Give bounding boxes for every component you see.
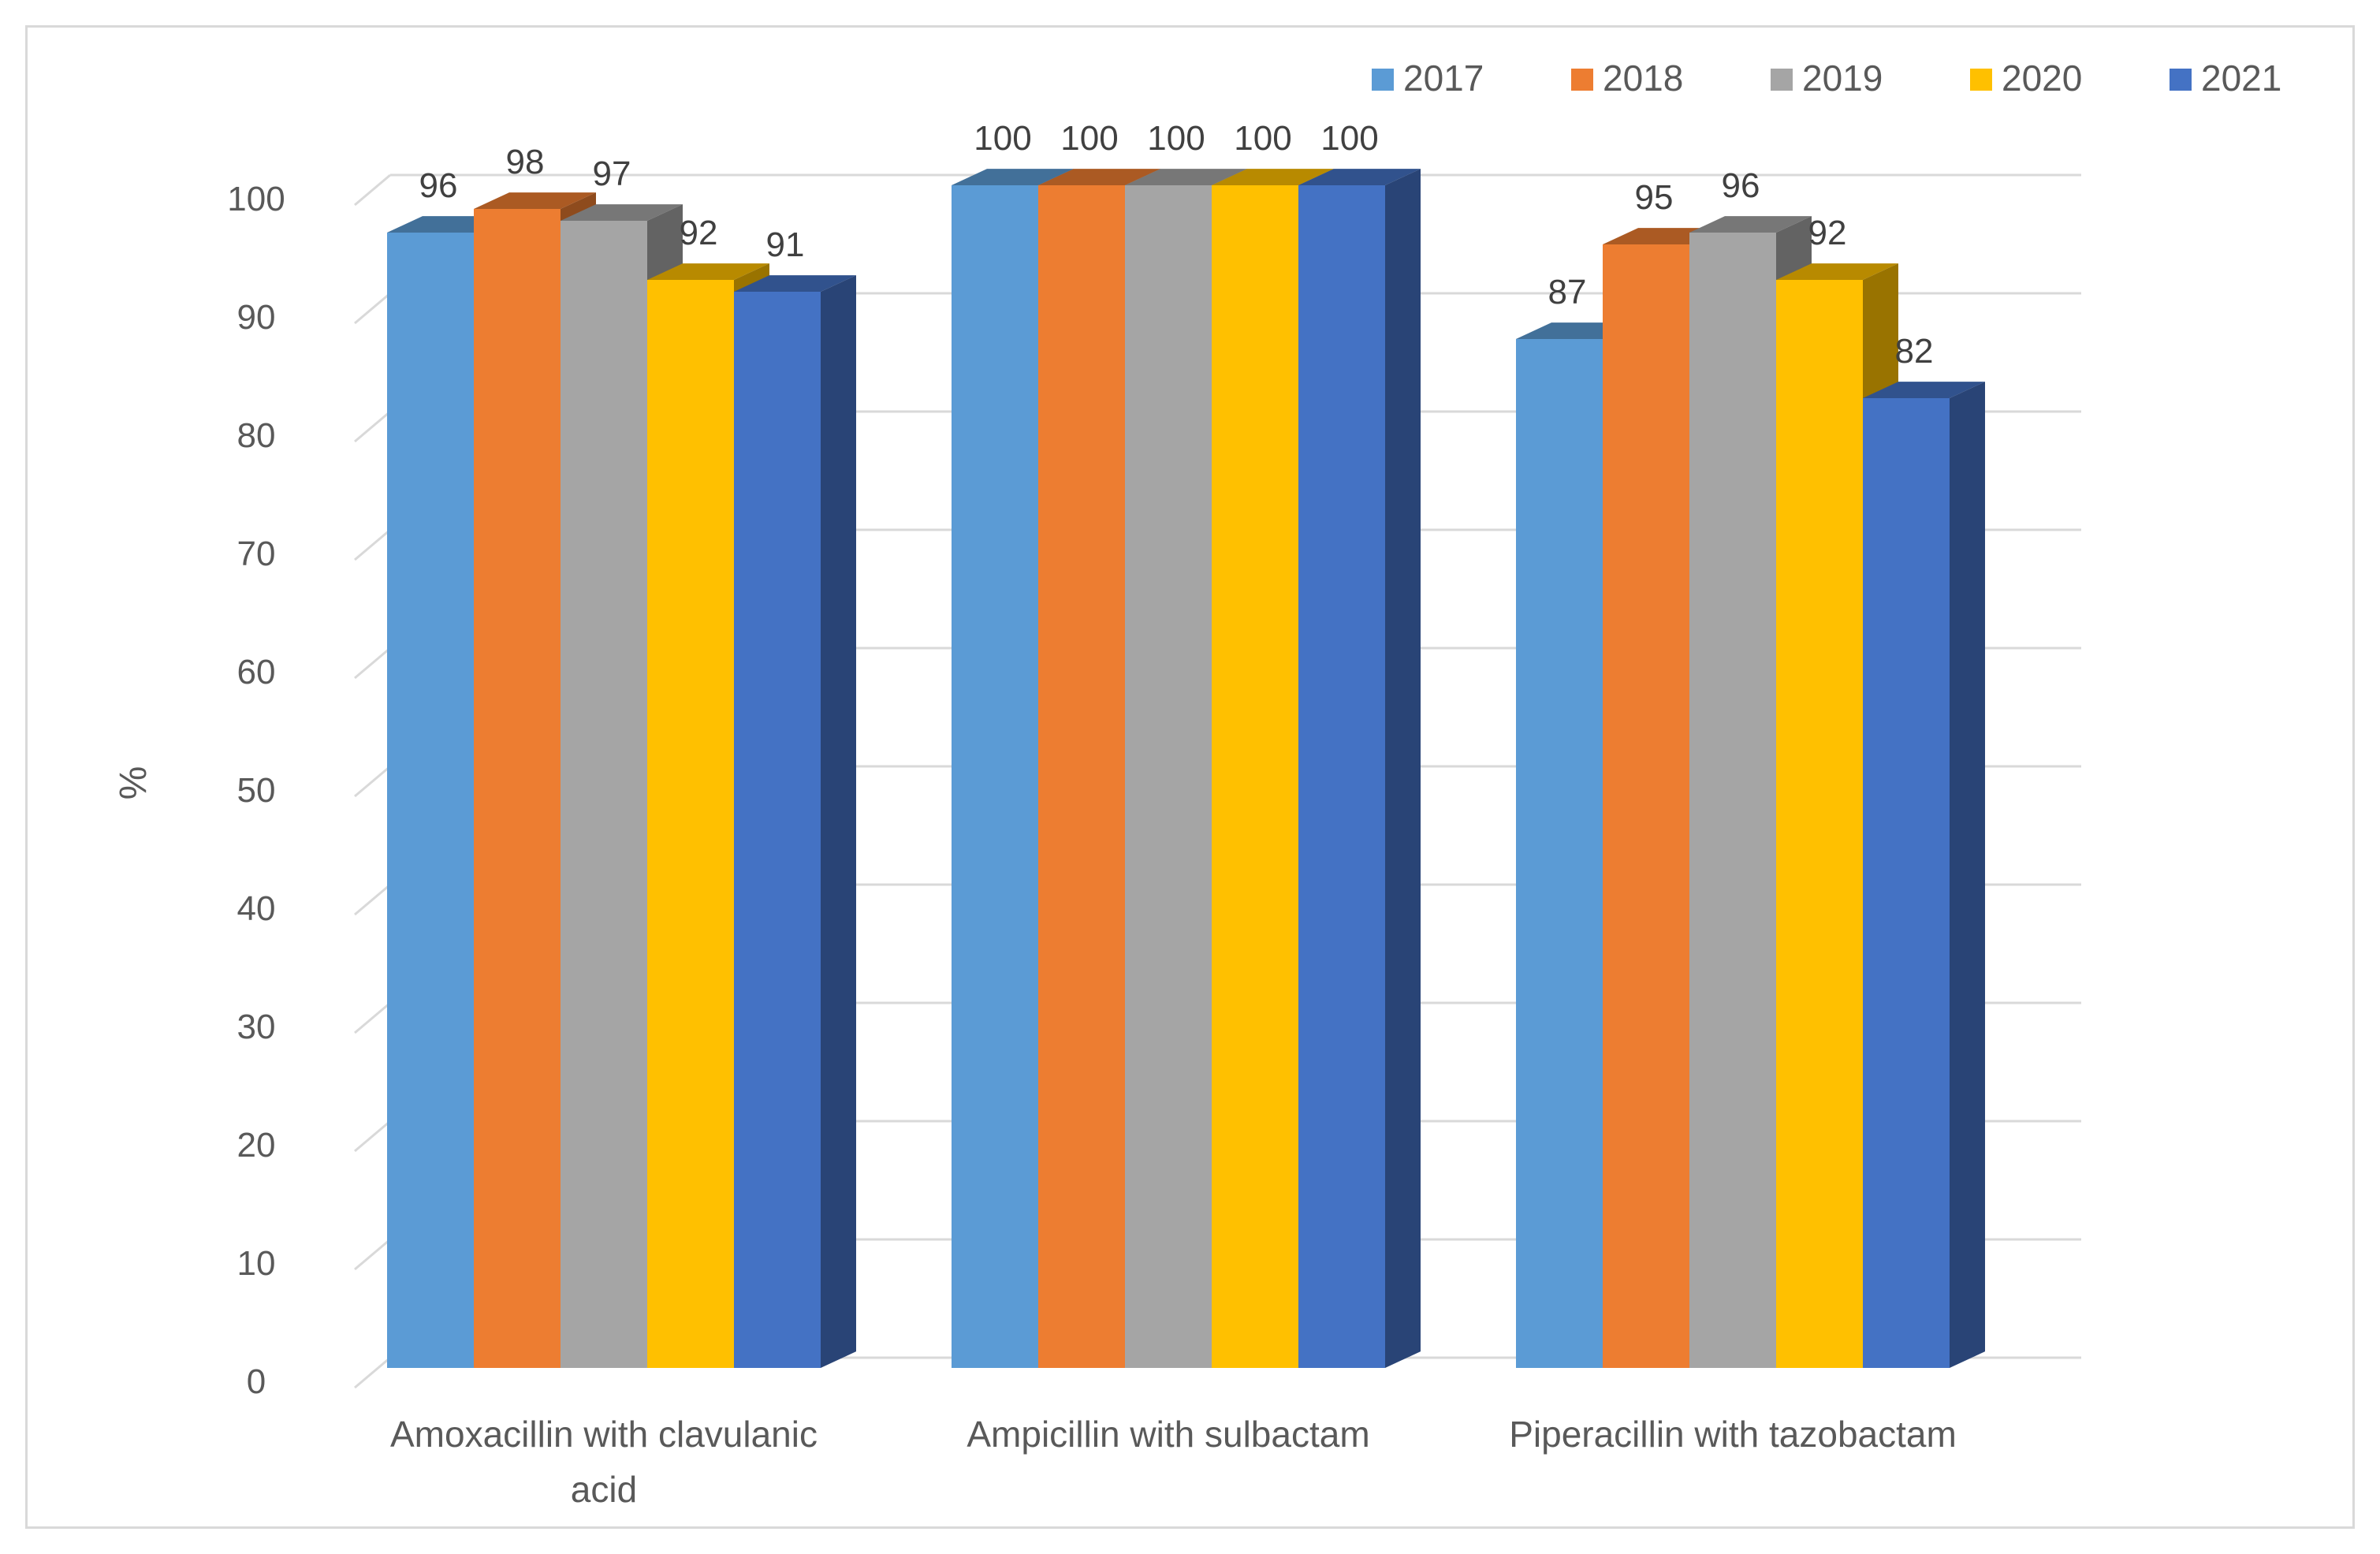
bar-side (1950, 382, 1985, 1369)
y-axis-title: % (113, 766, 155, 800)
bar (734, 275, 856, 1369)
gridline-depth (354, 410, 391, 443)
bar-front (1603, 244, 1689, 1368)
data-label: 97 (593, 155, 631, 193)
data-label: 91 (766, 225, 805, 264)
data-label: 95 (1635, 178, 1674, 217)
legend-swatch (1970, 69, 1992, 91)
y-tick-label: 40 (237, 889, 276, 928)
bar-top (1298, 169, 1421, 185)
legend-label: 2018 (1603, 58, 1683, 99)
data-label: 100 (1234, 119, 1291, 158)
category-label: Ampicillin with sulbactam (967, 1414, 1369, 1455)
gridline-depth (354, 1001, 391, 1034)
data-label: 96 (1722, 166, 1760, 205)
bar-top (647, 263, 769, 280)
y-tick-label: 10 (237, 1244, 276, 1283)
bar-chart: 0 10 20 30 40 50 60 70 80 90 100 96 98 97 92 91 100 100 1… (113, 58, 2281, 1510)
bar-top (1125, 169, 1247, 185)
bar-top (1212, 169, 1334, 185)
gridline-depth (354, 1120, 391, 1153)
gridline-depth (354, 765, 391, 798)
legend-entry: 2019 (1771, 58, 1883, 99)
data-label: 98 (506, 143, 545, 181)
y-tick-label: 30 (237, 1008, 276, 1046)
legend: 2017 2018 2019 2020 2021 (1372, 58, 2281, 99)
data-label: 92 (680, 214, 718, 252)
x-axis-categories: Amoxacillin with clavulanic acid Ampicilli… (390, 1414, 1957, 1510)
bar-front (734, 292, 821, 1368)
gridline-depth (354, 883, 391, 916)
legend-entry: 2021 (2170, 58, 2281, 99)
bar-series (387, 169, 1985, 1369)
bar-front (1212, 185, 1298, 1368)
legend-swatch (2170, 69, 2192, 91)
bar-front (1125, 185, 1212, 1368)
bar-top (1038, 169, 1160, 185)
data-label: 100 (974, 119, 1031, 158)
legend-label: 2020 (2002, 58, 2082, 99)
bar-front (1776, 280, 1863, 1368)
legend-label: 2017 (1403, 58, 1484, 99)
legend-label: 2021 (2201, 58, 2281, 99)
y-tick-label: 50 (237, 771, 276, 810)
chart-frame: 0 10 20 30 40 50 60 70 80 90 100 96 98 97 92 91 100 100 1… (25, 25, 2355, 1529)
data-labels: 96 98 97 92 91 100 100 100 100 100 87 95 96 92 82 (419, 119, 1934, 371)
legend-swatch (1372, 69, 1394, 91)
gridline-depth (354, 1356, 391, 1389)
bar-top (474, 192, 596, 209)
bar-front (1038, 185, 1125, 1368)
data-label: 87 (1548, 273, 1587, 311)
y-tick-label: 60 (237, 653, 276, 691)
data-label: 96 (419, 166, 458, 205)
bar-top (1689, 216, 1812, 233)
bar-front (647, 280, 734, 1368)
y-tick-label: 100 (227, 180, 285, 218)
bar-front (561, 221, 647, 1368)
legend-entry: 2018 (1571, 58, 1683, 99)
data-label: 82 (1895, 332, 1934, 371)
legend-label: 2019 (1802, 58, 1883, 99)
data-label: 100 (1320, 119, 1378, 158)
bar-front (952, 185, 1038, 1368)
bar (1298, 169, 1421, 1369)
data-label: 92 (1808, 214, 1847, 252)
bar-top (1776, 263, 1898, 280)
y-tick-label: 20 (237, 1126, 276, 1165)
y-tick-label: 0 (247, 1362, 266, 1401)
category-label: Amoxacillin with clavulanic (390, 1414, 818, 1455)
legend-swatch (1571, 69, 1593, 91)
category-label: acid (571, 1469, 637, 1510)
bar-front (1689, 233, 1776, 1368)
data-label: 100 (1147, 119, 1205, 158)
bar-front (387, 233, 474, 1368)
data-label: 100 (1060, 119, 1118, 158)
legend-entry: 2020 (1970, 58, 2082, 99)
gridline-depth (354, 1238, 391, 1271)
gridline-depth (354, 528, 391, 561)
bar-front (1863, 398, 1950, 1368)
y-tick-label: 90 (237, 298, 276, 337)
legend-swatch (1771, 69, 1793, 91)
gridline-depth (354, 173, 391, 207)
y-axis: 0 10 20 30 40 50 60 70 80 90 100 (227, 180, 285, 1401)
legend-entry: 2017 (1372, 58, 1484, 99)
y-tick-label: 80 (237, 416, 276, 455)
y-tick-label: 70 (237, 535, 276, 573)
bar-top (1863, 382, 1985, 398)
gridline-depth (354, 292, 391, 325)
bar-front (474, 209, 561, 1368)
bar-top (952, 169, 1074, 185)
bar-side (1385, 169, 1421, 1369)
gridline-depth (354, 647, 391, 680)
category-label: Piperacillin with tazobactam (1509, 1414, 1957, 1455)
bar-side (821, 275, 856, 1369)
bar-front (1298, 185, 1385, 1368)
bar-top (734, 275, 856, 292)
bar-front (1516, 339, 1603, 1368)
bar (1863, 382, 1985, 1369)
bar-top (561, 204, 683, 221)
